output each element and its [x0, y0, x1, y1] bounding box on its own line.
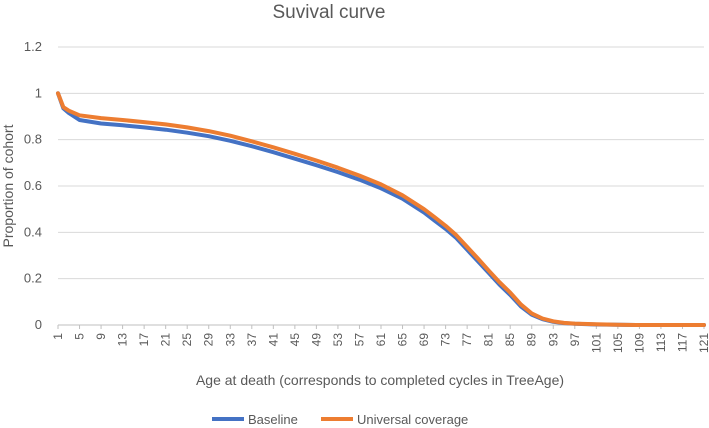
x-tick-label: 121	[697, 333, 709, 353]
x-tick-label: 113	[654, 333, 668, 352]
y-axis-ticks: 0 0.2 0.4 0.6 0.8 1 1.2	[24, 39, 42, 332]
x-tick-label: 37	[245, 333, 259, 347]
x-tick-label: 65	[396, 333, 410, 347]
x-tick-label: 57	[352, 333, 366, 347]
y-tick-label: 0.6	[24, 178, 42, 193]
x-axis-ticks: 1 5 9 13 17 21 25 29 33 37 41 45 49 53 57 61 65 69 73 77 81 8…	[51, 325, 709, 353]
y-tick-label: 1	[35, 85, 42, 100]
x-tick-label: 33	[223, 333, 237, 347]
x-tick-label: 17	[137, 333, 151, 347]
x-tick-label: 61	[374, 333, 388, 347]
x-tick-label: 5	[73, 333, 87, 340]
series-line-universal-coverage	[56, 91, 706, 327]
x-tick-label: 109	[632, 333, 646, 353]
x-tick-label: 97	[568, 333, 582, 347]
y-tick-label: 0.4	[24, 224, 42, 239]
x-tick-label: 77	[460, 333, 474, 347]
x-tick-label: 53	[331, 333, 345, 347]
x-axis-title: Age at death (corresponds to completed c…	[196, 372, 564, 388]
x-tick-label: 73	[439, 333, 453, 347]
y-tick-label: 1.2	[24, 39, 42, 54]
y-axis-title: Proportion of cohort	[0, 124, 16, 247]
x-tick-label: 1	[51, 333, 65, 340]
x-tick-label: 105	[611, 333, 625, 353]
y-tick-label: 0.8	[24, 132, 42, 147]
legend: Baseline Universal coverage	[212, 412, 468, 427]
x-tick-label: 49	[309, 333, 323, 347]
x-tick-label: 81	[482, 333, 496, 347]
y-tick-label: 0	[35, 317, 42, 332]
x-tick-label: 45	[288, 333, 302, 347]
x-tick-label: 85	[503, 333, 517, 347]
x-tick-label: 9	[94, 333, 108, 340]
x-tick-label: 29	[202, 333, 216, 347]
x-tick-label: 21	[159, 333, 173, 347]
chart-title: Suvival curve	[273, 2, 386, 23]
series-lines	[56, 91, 706, 327]
series-line-baseline	[56, 91, 706, 327]
x-tick-label: 25	[180, 333, 194, 347]
x-tick-label: 93	[546, 333, 560, 347]
gridlines	[58, 46, 704, 326]
legend-label: Baseline	[248, 412, 298, 427]
x-tick-label: 41	[266, 333, 280, 347]
legend-label: Universal coverage	[357, 412, 468, 427]
x-tick-label: 101	[589, 333, 603, 353]
x-tick-label: 89	[525, 333, 539, 347]
x-tick-label: 69	[417, 333, 431, 347]
x-tick-label: 13	[116, 333, 130, 347]
y-tick-label: 0.2	[24, 271, 42, 286]
x-tick-label: 117	[675, 333, 689, 352]
